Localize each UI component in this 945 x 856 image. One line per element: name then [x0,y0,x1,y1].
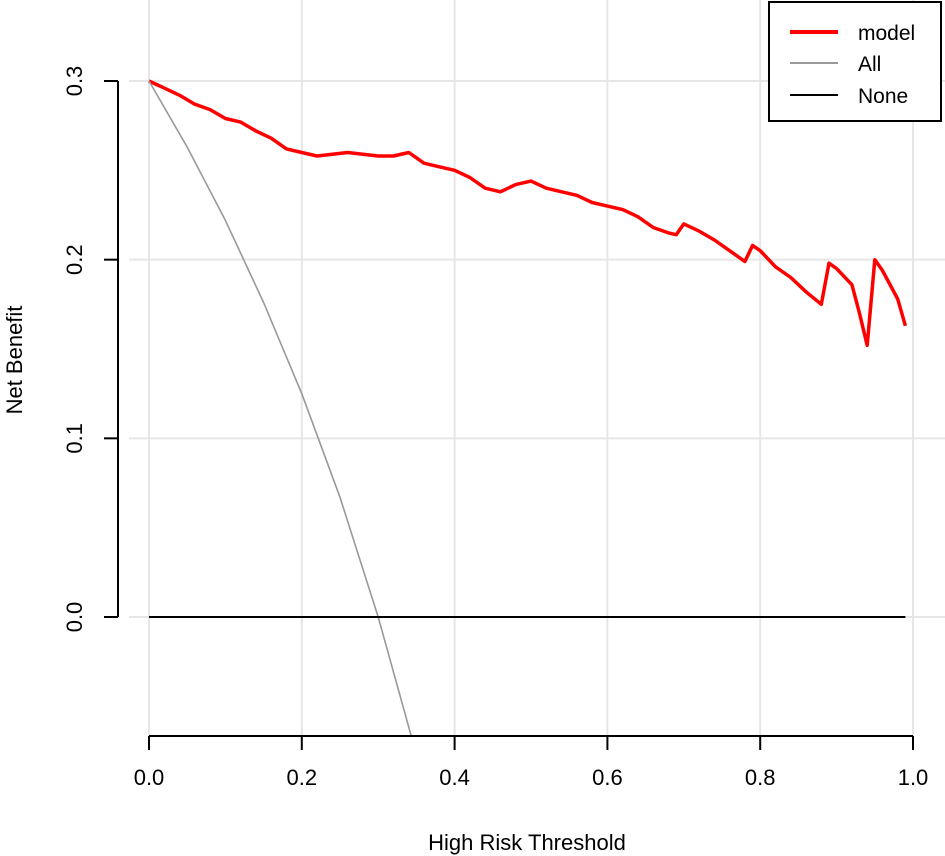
legend-label-model: model [858,22,915,45]
y-tick-label-2: 0.2 [62,244,87,275]
x-tick-label-1: 0.2 [287,765,318,790]
x-tick-label-2: 0.4 [439,765,470,790]
legend-box [768,1,942,122]
x-tick-label-4: 0.8 [745,765,776,790]
axes: 0.0 0.2 0.4 0.6 0.8 1.0 0.0 0.1 0.2 0.3 [62,66,928,790]
y-tick-label-0: 0.0 [62,602,87,633]
y-axis-title: Net Benefit [2,306,27,415]
x-tick-label-0: 0.0 [134,765,165,790]
x-tick-label-3: 0.6 [592,765,623,790]
y-tick-label-1: 0.1 [62,423,87,454]
series-layer [148,79,908,736]
legend: model All None [768,1,942,122]
legend-label-all: All [858,53,881,76]
x-tick-label-5: 1.0 [898,765,929,790]
series-line-model [148,79,908,348]
x-axis-title: High Risk Threshold [428,830,626,855]
legend-label-none: None [858,85,908,108]
y-tick-label-3: 0.3 [62,66,87,97]
series-line-all [148,80,413,736]
